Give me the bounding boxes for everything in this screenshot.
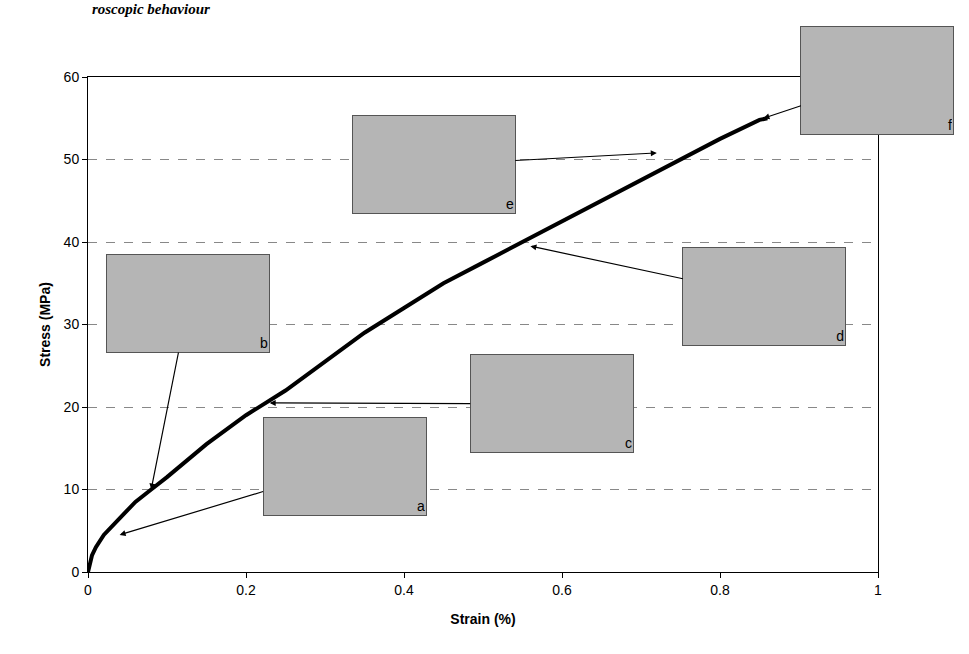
svg-text:e: e [506, 196, 514, 212]
svg-text:a: a [417, 498, 425, 514]
svg-text:Strain (%): Strain (%) [450, 611, 515, 627]
svg-text:30: 30 [64, 316, 80, 332]
svg-text:1: 1 [874, 582, 882, 598]
svg-text:40: 40 [64, 234, 80, 250]
svg-text:c: c [625, 435, 632, 451]
svg-text:0.8: 0.8 [710, 582, 730, 598]
svg-text:0.6: 0.6 [552, 582, 572, 598]
svg-text:d: d [836, 328, 844, 344]
svg-text:0.4: 0.4 [394, 582, 414, 598]
svg-text:0: 0 [84, 582, 92, 598]
svg-text:60: 60 [64, 69, 80, 85]
svg-text:0.2: 0.2 [236, 582, 256, 598]
svg-text:10: 10 [64, 481, 80, 497]
svg-text:b: b [260, 335, 268, 351]
svg-text:20: 20 [64, 399, 80, 415]
svg-text:f: f [948, 117, 952, 133]
svg-text:roscopic behaviour: roscopic behaviour [92, 1, 210, 17]
svg-text:Stress (MPa): Stress (MPa) [37, 282, 53, 367]
svg-text:0: 0 [71, 564, 79, 580]
svg-text:50: 50 [64, 151, 80, 167]
